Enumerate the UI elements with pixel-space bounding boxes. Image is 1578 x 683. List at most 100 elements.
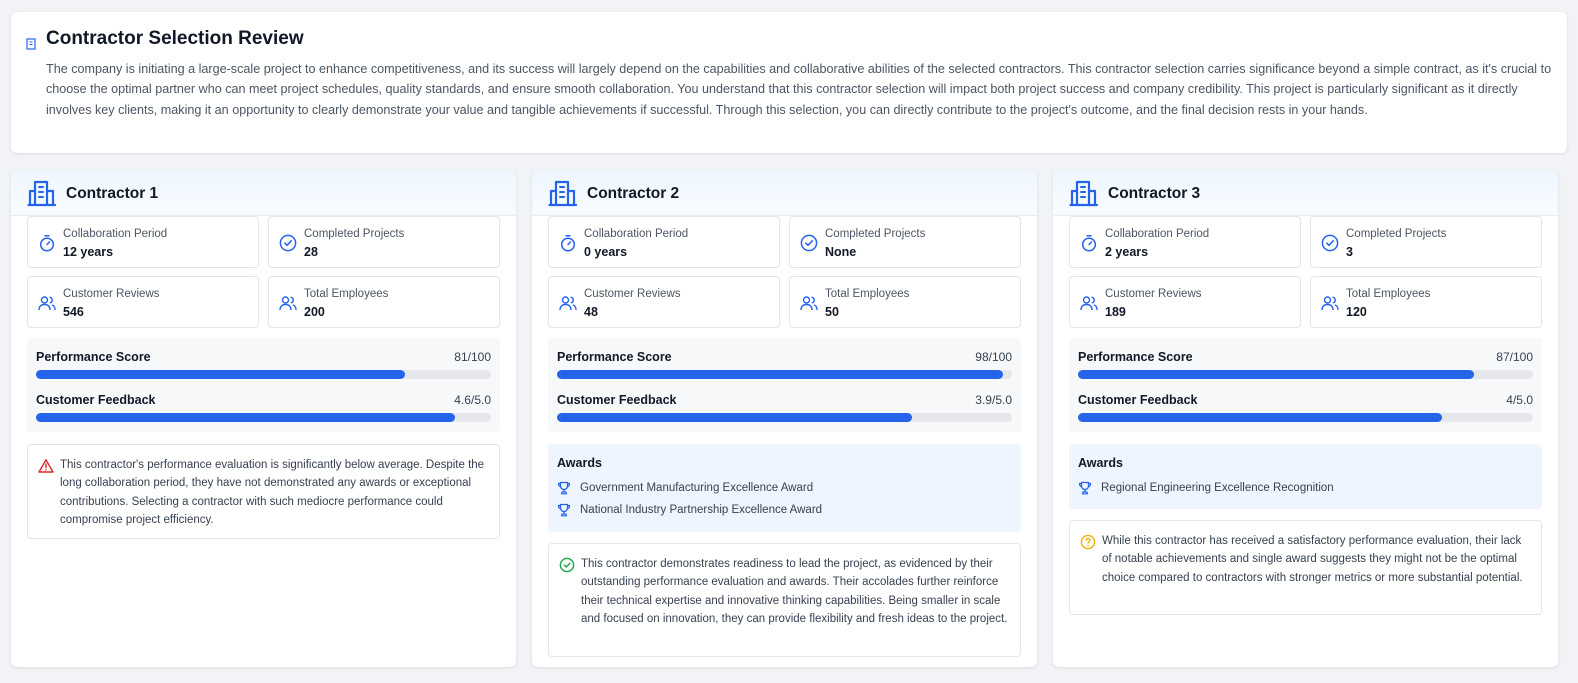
- check-circle-icon: [1321, 234, 1339, 252]
- stat-label: Collaboration Period: [584, 228, 689, 240]
- users-icon: [559, 296, 577, 311]
- stat-label: Completed Projects: [304, 228, 405, 240]
- stat-value: 200: [304, 305, 325, 319]
- customer-feedback-bar-fill: [36, 413, 455, 422]
- performance-score-value: 87/100: [1496, 350, 1533, 364]
- awards-panel: Awards Government Manufacturing Excellenc…: [548, 444, 1021, 532]
- contractor-card[interactable]: Contractor 1 Collaboration Period 12 yea…: [11, 170, 516, 667]
- note-text: This contractor demonstrates readiness t…: [581, 558, 1008, 625]
- performance-score-value: 81/100: [454, 350, 491, 364]
- metrics-panel: Performance Score 81/100 Customer Feedba…: [27, 338, 500, 432]
- trophy-icon: [557, 503, 571, 517]
- stat-label: Total Employees: [1346, 288, 1431, 300]
- stat-completed-projects: Completed Projects 28: [268, 216, 500, 268]
- stat-value: 546: [63, 305, 84, 319]
- stat-value: 12 years: [63, 245, 114, 259]
- note-text: This contractor's performance evaluation…: [60, 459, 485, 526]
- trophy-icon: [557, 481, 571, 495]
- performance-score-bar-fill: [1078, 370, 1474, 379]
- building-icon: [548, 180, 578, 207]
- users-icon: [279, 296, 297, 311]
- help-circle-icon: [1080, 534, 1096, 550]
- metrics-panel: Performance Score 87/100 Customer Feedba…: [1069, 338, 1542, 432]
- performance-score-bar: [1078, 370, 1533, 379]
- page-title: Contractor Selection Review: [46, 28, 304, 49]
- customer-feedback-value: 4.6/5.0: [454, 393, 491, 407]
- stat-value: 2 years: [1105, 245, 1149, 259]
- stat-label: Collaboration Period: [1105, 228, 1210, 240]
- check-circle-icon: [559, 557, 575, 573]
- stat-label: Customer Reviews: [584, 288, 681, 300]
- stat-value: 189: [1105, 305, 1126, 319]
- intro-card: Contractor Selection Review The company …: [11, 12, 1567, 153]
- award-label: Government Manufacturing Excellence Awar…: [580, 482, 814, 494]
- trophy-icon: [1078, 481, 1092, 495]
- card-header: Contractor 3: [1053, 170, 1558, 216]
- performance-score-label: Performance Score: [557, 350, 672, 364]
- warning-note: This contractor's performance evaluation…: [27, 444, 500, 540]
- stat-collaboration-period: Collaboration Period 0 years: [548, 216, 780, 268]
- stat-collaboration-period: Collaboration Period 12 years: [27, 216, 259, 268]
- building-icon: [27, 180, 57, 207]
- performance-score-value: 98/100: [975, 350, 1012, 364]
- performance-score-bar: [36, 370, 491, 379]
- awards-title: Awards: [557, 456, 602, 470]
- stat-collaboration-period: Collaboration Period 2 years: [1069, 216, 1301, 268]
- stat-total-employees: Total Employees 50: [789, 276, 1021, 328]
- card-header: Contractor 2: [532, 170, 1037, 216]
- stat-label: Completed Projects: [1346, 228, 1447, 240]
- stat-value: 28: [304, 245, 318, 259]
- stat-value: 0 years: [584, 245, 628, 259]
- alert-triangle-icon: [38, 459, 54, 473]
- performance-score-bar-fill: [36, 370, 405, 379]
- stat-label: Total Employees: [304, 288, 389, 300]
- stat-total-employees: Total Employees 200: [268, 276, 500, 328]
- caution-note: While this contractor has received a sat…: [1069, 520, 1542, 616]
- success-note: This contractor demonstrates readiness t…: [548, 543, 1021, 657]
- award-label: Regional Engineering Excellence Recognit…: [1101, 482, 1334, 494]
- stat-label: Customer Reviews: [1105, 288, 1202, 300]
- customer-feedback-label: Customer Feedback: [557, 393, 677, 407]
- contractor-name: Contractor 1: [66, 185, 159, 202]
- customer-feedback-label: Customer Feedback: [36, 393, 156, 407]
- customer-feedback-value: 3.9/5.0: [975, 393, 1012, 407]
- customer-feedback-bar: [557, 413, 1012, 422]
- users-icon: [1321, 296, 1339, 311]
- card-header: Contractor 1: [11, 170, 516, 216]
- stat-label: Total Employees: [825, 288, 910, 300]
- page-description: The company is initiating a large-scale …: [46, 62, 1552, 117]
- stat-total-employees: Total Employees 120: [1310, 276, 1542, 328]
- stat-value: 50: [825, 305, 839, 319]
- awards-title: Awards: [1078, 456, 1123, 470]
- stat-completed-projects: Completed Projects 3: [1310, 216, 1542, 268]
- contractor-name: Contractor 3: [1108, 185, 1201, 202]
- customer-feedback-bar-fill: [1078, 413, 1442, 422]
- stat-customer-reviews: Customer Reviews 546: [27, 276, 259, 328]
- customer-feedback-bar: [1078, 413, 1533, 422]
- performance-score-label: Performance Score: [1078, 350, 1193, 364]
- metrics-panel: Performance Score 98/100 Customer Feedba…: [548, 338, 1021, 432]
- stat-customer-reviews: Customer Reviews 48: [548, 276, 780, 328]
- stat-label: Collaboration Period: [63, 228, 168, 240]
- contractor-card[interactable]: Contractor 3 Collaboration Period 2 year…: [1053, 170, 1558, 667]
- stat-customer-reviews: Customer Reviews 189: [1069, 276, 1301, 328]
- stat-value: 120: [1346, 305, 1367, 319]
- performance-score-label: Performance Score: [36, 350, 151, 364]
- stopwatch-icon: [1081, 235, 1097, 252]
- users-icon: [1080, 296, 1098, 311]
- stopwatch-icon: [39, 235, 55, 252]
- customer-feedback-bar: [36, 413, 491, 422]
- check-circle-icon: [279, 234, 297, 252]
- awards-panel: Awards Regional Engineering Excellence Re…: [1069, 444, 1542, 509]
- contractor-card[interactable]: Contractor 2 Collaboration Period 0 year…: [532, 170, 1037, 667]
- contractor-name: Contractor 2: [587, 185, 680, 202]
- users-icon: [800, 296, 818, 311]
- stat-label: Customer Reviews: [63, 288, 160, 300]
- building-icon: [1069, 180, 1099, 207]
- performance-score-bar-fill: [557, 370, 1003, 379]
- building-icon: [26, 38, 36, 50]
- check-circle-icon: [800, 234, 818, 252]
- award-label: National Industry Partnership Excellence…: [580, 504, 823, 516]
- stat-value: 3: [1346, 245, 1353, 259]
- stopwatch-icon: [560, 235, 576, 252]
